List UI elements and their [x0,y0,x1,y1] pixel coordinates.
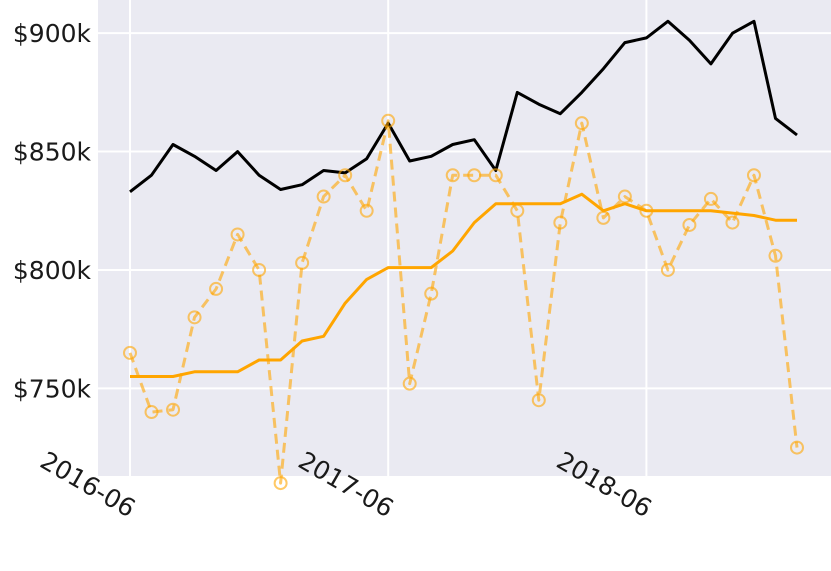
data-point-marker [230,227,245,242]
data-point-marker [682,217,697,232]
y-tick-label: $850k [13,138,92,167]
data-point-marker [187,310,202,325]
data-point-marker [596,210,611,225]
data-point-marker [166,402,181,417]
data-point-marker [402,376,417,391]
data-point-marker [273,476,288,491]
data-point-marker [467,168,482,183]
series-line-2 [130,192,797,378]
data-point-marker [703,191,718,206]
data-point-marker [768,248,783,263]
data-point-marker [790,440,804,455]
data-point-marker [574,116,589,131]
data-point-marker [424,286,439,301]
data-point-marker [381,113,396,128]
data-point-marker [338,168,353,183]
data-point-marker [725,215,740,230]
data-point-marker [144,405,159,420]
data-point-marker [660,262,675,277]
plot-background [98,0,831,476]
data-point-marker [316,189,331,204]
series-group [123,19,804,491]
data-point-marker [639,203,654,218]
y-tick-label: $800k [13,256,92,285]
data-point-marker [553,215,568,230]
data-point-marker [123,345,137,360]
y-tick-labels: $750k $800k $850k $900k [13,19,92,403]
data-point-marker [488,168,503,183]
data-point-marker [295,255,310,270]
y-tick-label: $900k [13,19,92,48]
data-point-marker [252,262,267,277]
grid-lines [98,0,831,476]
data-point-marker [617,189,632,204]
data-point-marker [209,281,224,296]
series-line-1 [129,19,798,193]
data-point-marker [445,168,460,183]
data-point-marker [359,203,374,218]
data-point-marker [746,168,761,183]
data-point-marker [510,203,525,218]
data-point-marker [531,393,546,408]
y-tick-label: $750k [13,374,92,403]
